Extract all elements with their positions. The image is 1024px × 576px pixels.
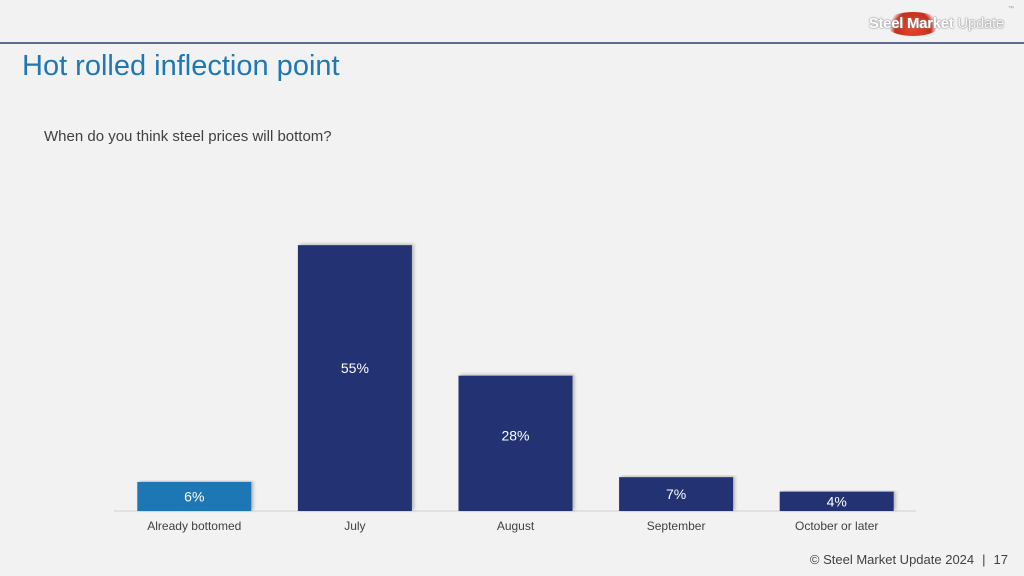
category-label: July (344, 519, 365, 533)
bar-september (619, 477, 734, 511)
footer: © Steel Market Update 2024 | 17 (810, 552, 1008, 567)
footer-copyright: © Steel Market Update 2024 (809, 552, 975, 567)
page-number: 17 (993, 552, 1008, 567)
chart-title: When do you think steel prices will bott… (44, 128, 332, 145)
data-label: 55% (341, 360, 369, 376)
bar-august (458, 375, 573, 511)
data-label: 4% (827, 493, 847, 509)
logo-brand-bold: Steel Market (868, 14, 954, 32)
data-label: 7% (666, 486, 686, 502)
bar-july (297, 245, 412, 511)
footer-separator: | (982, 552, 986, 567)
category-label: September (647, 519, 706, 533)
category-label: August (497, 519, 535, 533)
data-label: 28% (501, 428, 529, 444)
page-title: Hot rolled inflection point (22, 50, 340, 82)
category-label: October or later (795, 519, 878, 533)
data-label: 6% (184, 489, 204, 505)
bars-layer: 6% Already bottomed 55% July 28% August 7% Sept… (137, 245, 894, 533)
logo-brand-light: Update (957, 14, 1004, 32)
bar-already-bottomed (137, 482, 252, 511)
header-divider (0, 42, 1024, 44)
logo-swoosh-icon (884, 12, 941, 36)
bar-october-or-later (779, 491, 894, 511)
trademark-icon: ™ (1008, 6, 1014, 12)
category-label: Already bottomed (147, 519, 241, 533)
logo-wordmark: Steel Market Update (868, 14, 1005, 32)
brand-logo: Steel Market Update ™ (868, 6, 1014, 38)
